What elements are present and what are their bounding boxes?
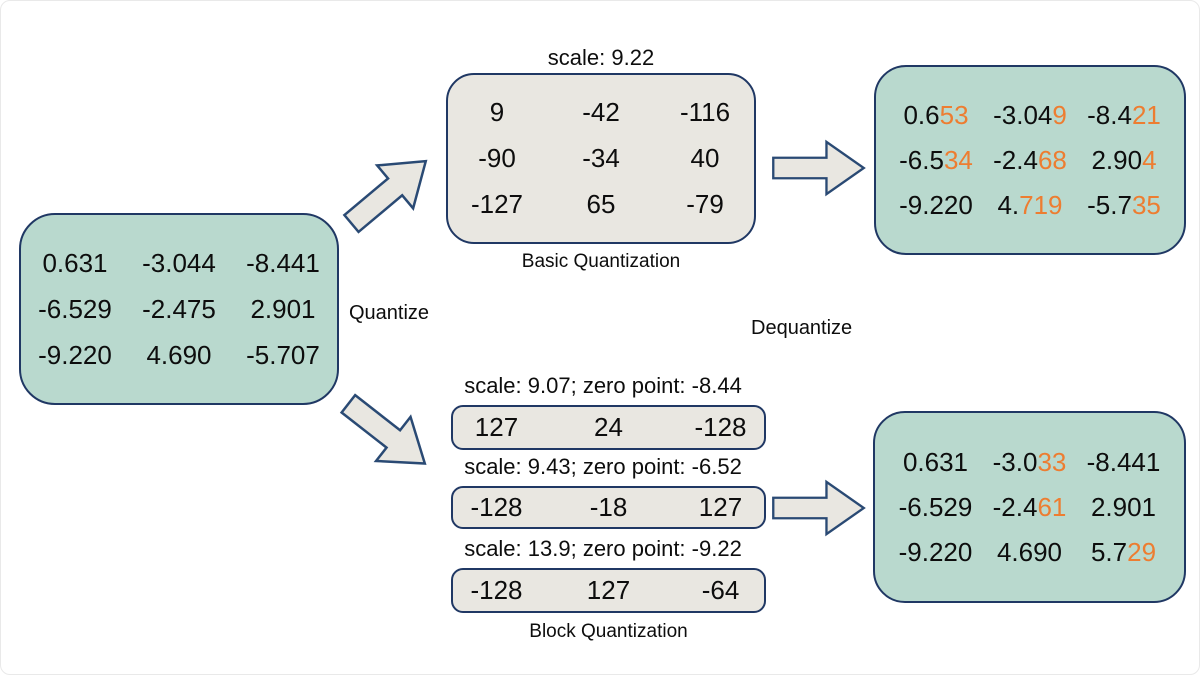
input-matrix-box: 0.631 -3.044 -8.441 -6.529 -2.475 2.901 … [19,213,339,405]
matrix-cell: 4.690 [146,339,212,370]
matrix-row: -9.220 4.690 5.729 [875,537,1184,568]
matrix-row: -9.220 4.719 -5.735 [876,190,1184,221]
quantize-label: Quantize [349,302,430,324]
matrix-row: 9 -42 -116 [448,97,754,128]
block-row-box-3: -128 127 -64 [451,568,766,613]
matrix-cell: 4.690 [996,536,1063,567]
matrix-cell: 0.631 [42,247,108,278]
matrix-cell: -128 [470,492,523,522]
matrix-cell: -2.468 [993,144,1067,175]
block-scale-label-3: scale: 13.9; zero point: -9.22 [464,536,742,561]
matrix-cell: 127 [474,412,519,442]
matrix-cell: -79 [686,189,724,219]
matrix-cell: -5.735 [1087,189,1161,220]
matrix-cell: -18 [589,492,628,522]
matrix-row: 0.653 -3.049 -8.421 [876,100,1184,131]
matrix-cell: -128 [694,412,747,442]
matrix-cell: -8.421 [1087,99,1161,130]
matrix-cell: -64 [701,575,740,605]
matrix-cell: 127 [698,492,743,522]
block-scale-label-2: scale: 9.43; zero point: -6.52 [464,454,742,479]
matrix-cell: -3.049 [993,99,1067,130]
matrix-cell: 65 [586,189,616,219]
matrix-cell: 2.901 [1090,491,1157,522]
matrix-cell: -6.529 [38,293,112,324]
matrix-cell: 9 [489,97,505,127]
matrix-cell: 5.729 [1090,536,1157,567]
basic-quantization-caption: Basic Quantization [521,251,681,272]
matrix-cell: 4.719 [997,189,1063,220]
matrix-cell: -5.707 [246,339,320,370]
matrix-cell: 2.904 [1091,144,1157,175]
matrix-cell: -9.220 [898,536,973,567]
matrix-cell: 40 [690,143,720,173]
matrix-cell: -9.220 [38,339,112,370]
block-dequantized-matrix-box: 0.631 -3.033 -8.441 -6.529 -2.461 2.901 … [873,411,1186,603]
matrix-cell: 24 [594,412,623,442]
matrix-row: -6.529 -2.461 2.901 [875,492,1184,523]
matrix-cell: -2.461 [992,491,1067,522]
matrix-row: -6.529 -2.475 2.901 [21,294,337,325]
matrix-row: 0.631 -3.044 -8.441 [21,248,337,279]
quantize-arrow-up-icon [339,159,439,234]
matrix-cell: 2.901 [250,293,316,324]
block-row-box-1: 127 24 -128 [451,405,766,450]
dequantize-label: Dequantize [751,317,853,339]
block-row-box-2: -128 -18 127 [451,486,766,529]
matrix-cell: -127 [470,189,524,219]
matrix-cell: -8.441 [1086,446,1161,477]
quantize-arrow-down-icon [337,393,437,465]
basic-scale-label: scale: 9.22 [547,45,655,70]
matrix-cell: 127 [586,575,631,605]
dequantize-arrow-bottom-icon [771,479,867,537]
block-quantization-caption: Block Quantization [529,621,688,642]
matrix-cell: -128 [470,575,523,605]
matrix-cell: -116 [679,97,731,127]
matrix-row: -6.534 -2.468 2.904 [876,145,1184,176]
matrix-cell: -2.475 [142,293,216,324]
block-scale-label-1: scale: 9.07; zero point: -8.44 [464,373,742,398]
matrix-row: -127 65 -79 [448,189,754,220]
basic-quantized-matrix-box: 9 -42 -116 -90 -34 40 -127 65 -79 [446,73,756,244]
matrix-cell: -6.534 [899,144,973,175]
matrix-cell: -42 [582,97,620,127]
matrix-cell: 0.631 [902,446,969,477]
matrix-cell: -6.529 [898,491,973,522]
matrix-row: 0.631 -3.033 -8.441 [875,447,1184,478]
dequantize-arrow-top-icon [771,139,867,197]
matrix-cell: -3.044 [142,247,216,278]
matrix-cell: -90 [478,143,516,173]
matrix-row: -90 -34 40 [448,143,754,174]
matrix-cell: 0.653 [903,99,969,130]
matrix-cell: -34 [582,143,620,173]
matrix-row: -9.220 4.690 -5.707 [21,340,337,371]
basic-dequantized-matrix-box: 0.653 -3.049 -8.421 -6.534 -2.468 2.904 … [874,65,1186,255]
matrix-cell: -8.441 [246,247,320,278]
matrix-cell: -9.220 [899,189,973,220]
matrix-cell: -3.033 [992,446,1067,477]
